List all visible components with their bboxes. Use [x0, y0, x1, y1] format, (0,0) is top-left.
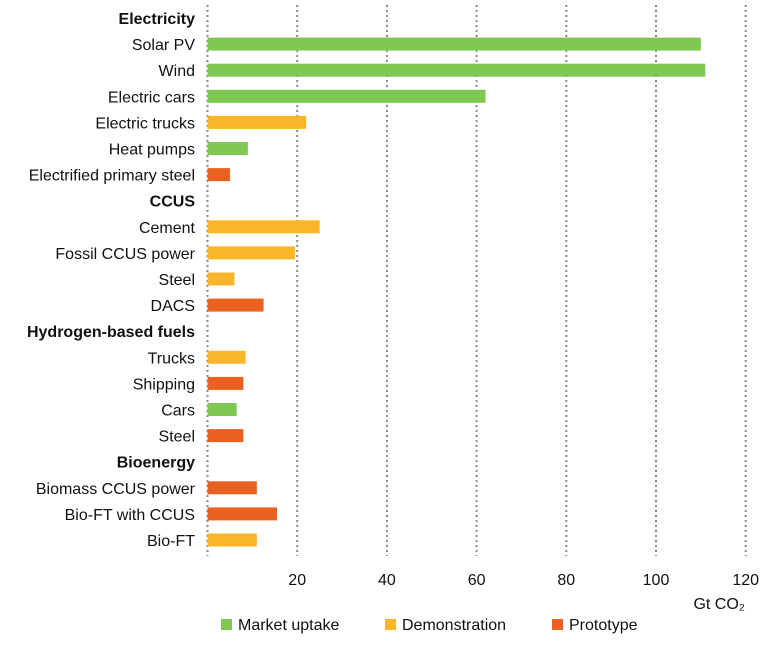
category-label: Trucks	[148, 350, 195, 367]
category-label: Biomass CCUS power	[36, 481, 196, 498]
bar	[207, 429, 244, 443]
bar	[207, 142, 248, 155]
legend-label: Market uptake	[238, 617, 339, 634]
group-heading: Electricity	[119, 11, 196, 28]
group-heading: CCUS	[150, 194, 196, 211]
category-label: Cars	[161, 403, 195, 420]
x-tick-label: 80	[557, 572, 575, 589]
x-tick-label: 100	[643, 572, 670, 589]
group-heading: Bioenergy	[117, 455, 195, 472]
bar	[207, 350, 246, 364]
x-tick-label: 40	[378, 572, 396, 589]
bar	[207, 533, 257, 547]
x-tick-label: 60	[468, 572, 486, 589]
x-axis-label: Gt CO₂	[693, 596, 745, 613]
x-tick-label: 120	[732, 572, 759, 589]
bar	[207, 115, 307, 129]
bar	[207, 89, 486, 103]
bar	[207, 246, 295, 260]
category-label: Steel	[159, 272, 195, 289]
bar	[207, 507, 278, 521]
category-label: Bio-FT	[147, 533, 195, 550]
category-label: Electrified primary steel	[29, 168, 195, 185]
bar	[207, 376, 244, 390]
category-label: Solar PV	[132, 37, 195, 54]
legend-swatch	[221, 619, 232, 630]
bar	[207, 298, 264, 312]
x-tick-label: 20	[288, 572, 306, 589]
legend-label: Prototype	[569, 617, 638, 634]
bar	[207, 37, 701, 51]
bar	[207, 220, 320, 234]
bar	[207, 403, 237, 416]
group-heading: Hydrogen-based fuels	[27, 324, 195, 341]
category-label: Bio-FT with CCUS	[65, 507, 195, 524]
category-label: Wind	[159, 63, 195, 80]
bar	[207, 168, 230, 182]
category-label: DACS	[151, 298, 195, 315]
bar	[207, 63, 706, 77]
legend-label: Demonstration	[402, 617, 506, 634]
category-label: Steel	[159, 429, 195, 446]
category-label: Electric cars	[108, 89, 195, 106]
category-label: Heat pumps	[109, 142, 195, 159]
bar	[207, 272, 235, 286]
legend-swatch	[385, 619, 396, 630]
category-label: Fossil CCUS power	[55, 246, 195, 263]
bar	[207, 481, 257, 495]
category-label: Electric trucks	[95, 115, 195, 132]
legend-swatch	[552, 619, 563, 630]
category-label: Shipping	[133, 376, 195, 393]
category-label: Cement	[139, 220, 196, 237]
